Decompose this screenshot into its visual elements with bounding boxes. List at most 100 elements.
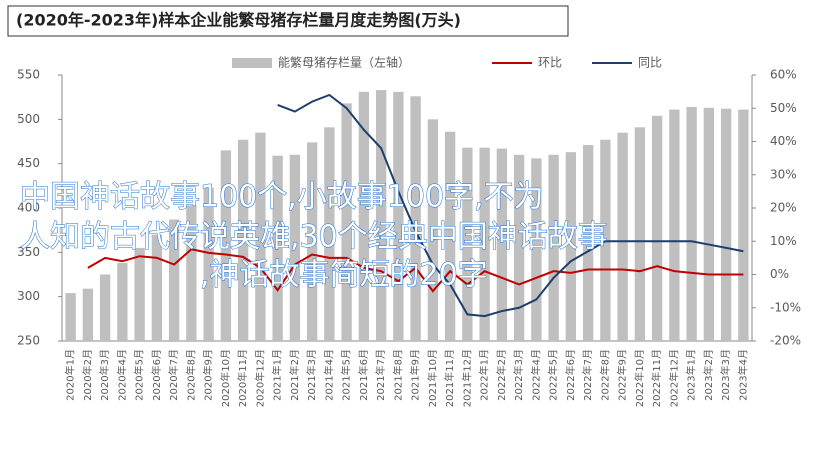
bar	[65, 293, 76, 341]
x-tick-label: 2022年1月	[478, 349, 491, 401]
y-tick-label: 400	[17, 201, 40, 215]
bar	[669, 109, 680, 341]
y2-tick-label: 60%	[770, 68, 797, 82]
x-tick-label: 2023年1月	[685, 349, 698, 401]
bar	[272, 155, 283, 341]
y2-tick-label: 10%	[770, 234, 797, 248]
bar	[651, 115, 663, 341]
line	[87, 248, 744, 293]
bar	[634, 127, 646, 342]
legend-label: 能繁母猪存栏量（左轴）	[278, 55, 410, 70]
bar	[531, 158, 542, 341]
x-tick-label: 2020年3月	[98, 349, 111, 401]
y2-tick-label: 40%	[770, 134, 797, 148]
bar	[341, 103, 352, 341]
x-tick-label: 2021年11月	[443, 349, 456, 407]
bar	[324, 127, 335, 342]
x-tick-label: 2021年3月	[305, 349, 318, 401]
bar	[151, 234, 163, 341]
x-tick-label: 2022年12月	[667, 349, 680, 407]
legend-label: 环比	[538, 56, 562, 70]
x-tick-label: 2021年1月	[271, 349, 284, 401]
bar	[203, 187, 214, 341]
bar	[496, 148, 508, 341]
bar	[220, 150, 232, 341]
y2-tick-label: 0%	[770, 267, 789, 281]
x-tick-label: 2022年4月	[529, 349, 542, 401]
bar	[462, 147, 473, 341]
bar	[255, 132, 266, 341]
bar	[168, 219, 180, 341]
x-tick-label: 2021年12月	[460, 349, 473, 407]
title-box	[7, 5, 569, 37]
bar	[358, 91, 370, 341]
bar	[548, 154, 559, 341]
x-tick-label: 2021年4月	[322, 349, 335, 401]
y-tick-label: 550	[17, 68, 40, 82]
bar	[479, 147, 490, 341]
line	[277, 93, 744, 318]
y2-tick-label: 20%	[770, 201, 797, 215]
x-tick-label: 2021年9月	[409, 349, 422, 401]
x-tick-label: 2020年1月	[64, 349, 77, 401]
x-tick-label: 2020年11月	[236, 349, 249, 407]
y-tick-label: 300	[17, 289, 40, 303]
x-tick-label: 2022年6月	[564, 349, 577, 401]
y2-tick-label: 50%	[770, 101, 797, 115]
y-tick-label: 250	[17, 334, 40, 348]
x-tick-label: 2022年3月	[512, 349, 525, 401]
bar	[720, 108, 732, 342]
x-tick-label: 2022年10月	[633, 349, 646, 407]
legend-label: 同比	[638, 56, 662, 70]
x-tick-label: 2020年4月	[115, 349, 128, 401]
bar	[237, 139, 249, 341]
x-tick-label: 2021年7月	[374, 349, 387, 401]
x-tick-label: 2023年2月	[702, 349, 715, 401]
x-tick-label: 2020年7月	[167, 349, 180, 401]
x-tick-label: 2020年6月	[150, 349, 163, 401]
x-tick-label: 2021年6月	[357, 349, 370, 401]
bar	[427, 119, 439, 341]
chart-title: (2020年-2023年)样本企业能繁母猪存栏量月度走势图(万头)	[16, 11, 461, 30]
y-tick-label: 500	[17, 112, 40, 126]
x-tick-label: 2021年5月	[340, 349, 353, 401]
y-tick-label: 450	[17, 156, 40, 170]
y2-tick-label: -20%	[770, 334, 801, 348]
bar	[99, 274, 111, 341]
x-tick-label: 2022年2月	[495, 349, 508, 401]
bar	[306, 142, 318, 341]
bar	[686, 106, 697, 341]
x-tick-label: 2020年10月	[219, 349, 232, 407]
x-tick-label: 2020年9月	[202, 349, 215, 401]
x-tick-label: 2022年7月	[581, 349, 594, 401]
x-tick-label: 2020年12月	[253, 349, 266, 407]
bar	[82, 288, 94, 341]
bar	[186, 205, 197, 341]
x-tick-label: 2022年11月	[650, 349, 663, 407]
bar	[738, 109, 749, 341]
y-tick-label: 350	[17, 245, 40, 259]
bar	[565, 152, 577, 341]
annotation: ,神话故事简短的20字	[200, 258, 488, 293]
x-tick-label: 2021年2月	[288, 349, 301, 401]
bar	[513, 154, 525, 341]
bar	[393, 91, 404, 341]
bar	[375, 90, 387, 341]
x-tick-label: 2023年4月	[736, 349, 749, 401]
x-tick-label: 2021年8月	[391, 349, 404, 401]
x-tick-label: 2023年3月	[719, 349, 732, 401]
legend-swatch	[232, 58, 272, 68]
x-tick-label: 2022年9月	[616, 349, 629, 401]
bar	[703, 107, 715, 341]
x-tick-label: 2021年10月	[426, 349, 439, 407]
x-tick-label: 2020年2月	[81, 349, 94, 401]
bar	[134, 247, 145, 341]
bar	[117, 262, 128, 341]
annotation: 中国神话故事100个,小故事100字,不为	[20, 180, 544, 215]
x-tick-label: 2022年8月	[598, 349, 611, 401]
x-tick-label: 2022年5月	[547, 349, 560, 401]
x-tick-label: 2020年8月	[184, 349, 197, 401]
bar	[582, 145, 594, 341]
bar	[444, 131, 456, 341]
